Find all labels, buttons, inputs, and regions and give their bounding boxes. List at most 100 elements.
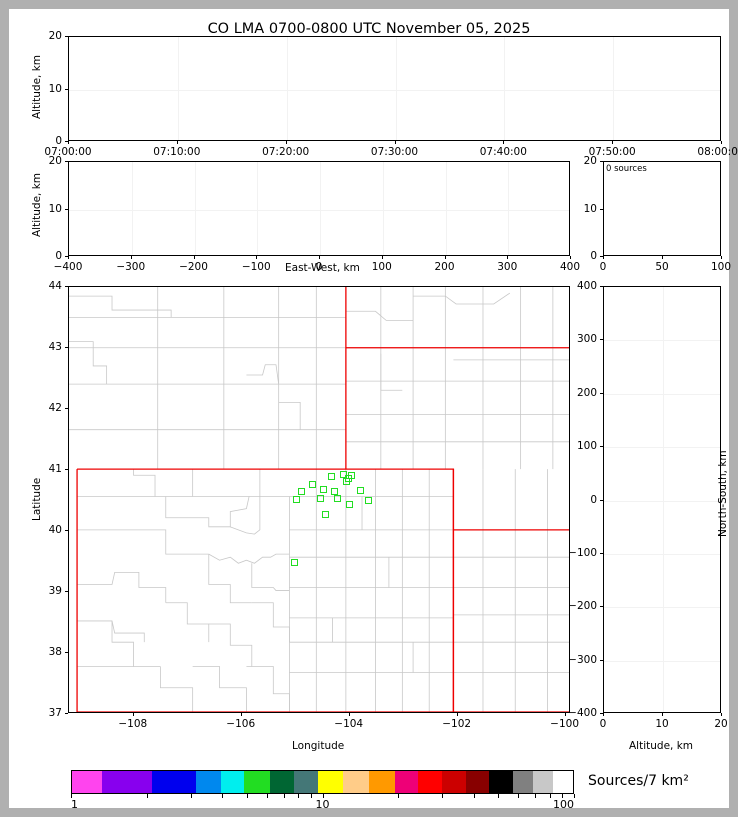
gridline-horizontal [604,340,720,342]
source-marker [328,472,336,480]
source-marker [331,487,339,495]
ytick-mark [65,141,68,142]
xtick-mark [132,713,134,716]
ytick-mark [65,208,68,210]
source-marker [322,510,330,518]
gridline-vertical [257,162,259,255]
gridline-vertical [177,37,179,140]
colorbar-tick-minor [146,794,148,798]
ytick-mark [65,347,68,348]
colorbar-segment [552,771,573,793]
xtick-label: 07:00:00 [44,146,92,158]
colorbar-segment [102,771,152,793]
xtick-label: 07:10:00 [153,146,201,158]
colorbar-tick-minor [518,794,520,798]
colorbar-tick-minor [283,794,285,798]
gridline-horizontal [604,393,720,395]
map-geography [69,287,569,712]
colorbar-tick-minor [246,794,248,798]
colorbar-segment [394,771,419,793]
ytick-label: 10 [48,202,62,215]
source-marker [317,494,325,502]
ytick-mark [600,339,603,341]
xtick-label: −200 [179,261,208,273]
colorbar-segment [195,771,221,793]
source-marker [347,471,355,479]
xtick-label: 50 [655,261,669,273]
east-west-height-panel[interactable] [68,161,570,256]
gridline-horizontal [604,447,720,449]
colorbar-tick-minor [190,794,192,798]
colorbar-tick-minor [562,794,564,798]
ytick-mark [600,256,603,257]
xtick-label: 300 [497,261,518,273]
xtick-mark [130,256,132,259]
plan-view-map-panel[interactable] [68,286,570,713]
figure-canvas: CO LMA 0700-0800 UTC November 05, 2025 A… [9,9,738,811]
xtick-label: 10 [655,718,669,730]
colorbar-tick-minor [549,794,551,798]
xtick-label: −300 [116,261,146,273]
source-marker [319,486,327,494]
colorbar-tick-label: 100 [553,798,574,811]
colorbar-tick-minor [535,794,537,798]
ytick-label: 38 [48,646,62,658]
xtick-label: 07:50:00 [588,146,636,158]
ytick-label: 39 [48,585,62,597]
ytick-label: 200 [576,386,597,399]
ytick-mark [600,659,603,661]
xtick-mark [612,141,614,144]
colorbar-segment [441,771,466,793]
xtick-label: 07:40:00 [479,146,527,158]
east-west-xlabel: East-West, km [285,262,360,274]
ytick-label: −200 [568,600,597,613]
ytick-label: −400 [568,707,597,719]
gridline-vertical [504,37,506,140]
source-count-annotation: 0 sources [606,164,647,174]
source-marker [339,470,347,478]
north-south-height-panel[interactable] [603,286,721,713]
ytick-mark [65,161,68,162]
colorbar-tick-major [71,794,72,798]
colorbar-label: Sources/7 km² [588,773,689,789]
gridline-horizontal [604,607,720,609]
source-marker [293,496,301,503]
colorbar-tick-minor [310,794,312,798]
gridline-horizontal [604,660,720,662]
gridline-vertical [613,37,615,140]
source-marker [308,481,316,489]
colorbar-segment [151,771,196,793]
colorbar-tick-minor [398,794,400,798]
ytick-mark [65,256,68,257]
xtick-mark [603,256,604,259]
colorbar-segment [342,771,369,793]
xtick-mark [68,256,69,259]
ytick-mark [600,499,603,501]
xtick-mark [193,256,195,259]
ytick-label: 20 [48,155,62,167]
ytick-label: 44 [48,280,62,292]
colorbar-segment [220,771,245,793]
ytick-label: 300 [576,333,597,346]
colorbar-segment [270,771,295,793]
colorbar-tick-label: 10 [315,798,330,811]
ytick-label: 100 [576,440,597,453]
xtick-mark [348,713,350,716]
ytick-mark [600,161,603,162]
ytick-label: 0 [55,135,62,147]
ytick-mark [65,408,68,409]
ytick-mark [600,552,603,554]
xtick-mark [721,713,722,716]
altitude-histogram-panel[interactable] [603,161,721,256]
colorbar-tick-minor [266,794,268,798]
time-height-panel[interactable] [68,36,721,141]
ytick-mark [65,530,68,531]
gridline-vertical [194,162,196,255]
ytick-label: 40 [48,524,62,536]
xtick-mark [285,141,287,144]
gridline-vertical [445,162,447,255]
colorbar-tick-major [322,794,324,798]
sources-density-colorbar[interactable] [71,770,574,794]
xtick-label: −400 [53,261,83,273]
ytick-mark [65,591,68,592]
